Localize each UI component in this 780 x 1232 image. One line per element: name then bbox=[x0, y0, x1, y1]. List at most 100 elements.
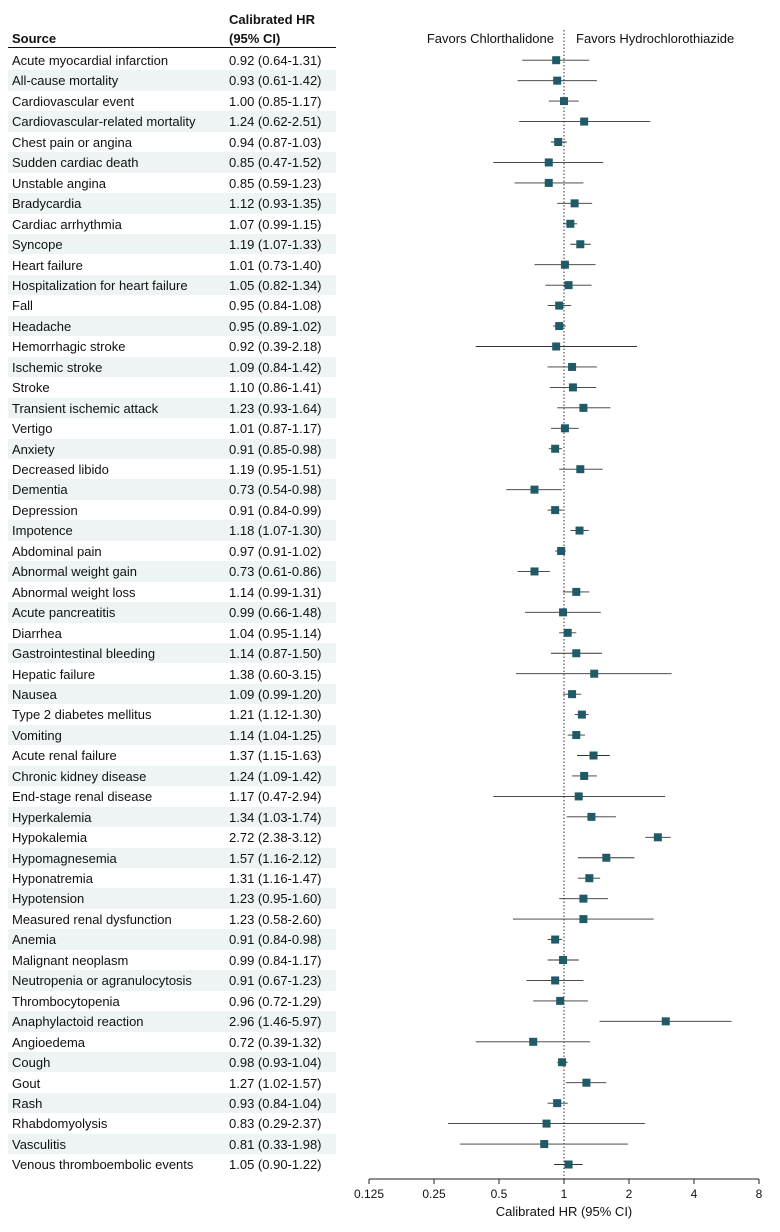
row-hr-ci: 0.81 (0.33-1.98) bbox=[229, 1136, 322, 1152]
table-row: Abdominal pain 0.97 (0.91-1.02) bbox=[8, 541, 336, 561]
hr-marker bbox=[542, 1119, 551, 1128]
row-source: Rhabdomyolysis bbox=[12, 1116, 108, 1132]
row-source: Vertigo bbox=[12, 421, 53, 437]
row-source: Hospitalization for heart failure bbox=[12, 277, 188, 293]
table-row: Hypotension 1.23 (0.95-1.60) bbox=[8, 888, 336, 909]
row-hr-ci: 1.14 (1.04-1.25) bbox=[229, 727, 322, 743]
table-row: Venous thromboembolic events 1.05 (0.90-1… bbox=[8, 1154, 336, 1174]
row-source: Unstable angina bbox=[12, 175, 106, 191]
row-source: Cardiovascular event bbox=[12, 93, 135, 109]
row-hr-ci: 1.38 (0.60-3.15) bbox=[229, 666, 322, 682]
row-hr-ci: 0.72 (0.39-1.32) bbox=[229, 1034, 322, 1050]
hr-marker bbox=[661, 1017, 670, 1026]
hr-marker bbox=[563, 628, 572, 637]
hr-marker bbox=[580, 771, 589, 780]
table-row: Abnormal weight gain 0.73 (0.61-0.86) bbox=[8, 561, 336, 582]
hr-marker bbox=[559, 956, 568, 964]
row-source: Impotence bbox=[12, 523, 73, 539]
hr-marker bbox=[564, 281, 573, 290]
row-source: Hepatic failure bbox=[12, 666, 96, 682]
table-row: Sudden cardiac death 0.85 (0.47-1.52) bbox=[8, 152, 336, 173]
row-hr-ci: 1.23 (0.95-1.60) bbox=[229, 891, 322, 907]
row-source: Hypotension bbox=[12, 891, 85, 907]
row-hr-ci: 0.95 (0.84-1.08) bbox=[229, 298, 322, 314]
table-row: Rhabdomyolysis 0.83 (0.29-2.37) bbox=[8, 1113, 336, 1133]
row-hr-ci: 0.96 (0.72-1.29) bbox=[229, 993, 322, 1009]
row-source: Transient ischemic attack bbox=[12, 400, 159, 416]
row-source: Acute renal failure bbox=[12, 748, 117, 764]
x-tick-label: 4 bbox=[691, 1187, 698, 1201]
table-row: Malignant neoplasm 0.99 (0.84-1.17) bbox=[8, 950, 336, 970]
table-row: Abnormal weight loss 1.14 (0.99-1.31) bbox=[8, 582, 336, 602]
row-source: Syncope bbox=[12, 237, 63, 253]
row-hr-ci: 1.09 (0.84-1.42) bbox=[229, 359, 322, 375]
hr-marker bbox=[529, 1037, 538, 1046]
row-source: Hypokalemia bbox=[12, 830, 88, 846]
row-source: Cardiac arrhythmia bbox=[12, 216, 122, 232]
row-source: Diarrhea bbox=[12, 625, 62, 641]
row-source: Venous thromboembolic events bbox=[12, 1157, 194, 1173]
hr-marker bbox=[585, 874, 594, 883]
table-row: Depression 0.91 (0.84-0.99) bbox=[8, 500, 336, 520]
hr-marker bbox=[580, 117, 589, 126]
row-source: Heart failure bbox=[12, 257, 83, 273]
row-source: Anemia bbox=[12, 932, 57, 948]
hr-marker bbox=[576, 465, 585, 474]
row-source: Gastrointestinal bleeding bbox=[12, 646, 156, 662]
row-source: Sudden cardiac death bbox=[12, 155, 139, 171]
table-row: Type 2 diabetes mellitus 1.21 (1.12-1.30) bbox=[8, 704, 336, 724]
row-source: All-cause mortality bbox=[12, 73, 119, 89]
table-row: Hospitalization for heart failure 1.05 (0… bbox=[8, 274, 336, 296]
hr-marker bbox=[577, 710, 586, 719]
row-hr-ci: 1.00 (0.85-1.17) bbox=[229, 93, 322, 109]
hr-marker bbox=[554, 138, 563, 146]
table-row: Hypokalemia 2.72 (2.38-3.12) bbox=[8, 827, 336, 847]
table-row: Chronic kidney disease 1.24 (1.09-1.42) bbox=[8, 765, 336, 787]
row-hr-ci: 0.94 (0.87-1.03) bbox=[229, 134, 322, 150]
row-source: Hyperkalemia bbox=[12, 809, 92, 825]
hr-marker bbox=[558, 1058, 567, 1067]
x-tick-label: 0.125 bbox=[354, 1187, 384, 1201]
table-row: Impotence 1.18 (1.07-1.30) bbox=[8, 520, 336, 541]
row-source: Gout bbox=[12, 1075, 41, 1091]
favors-hydrochlorothiazide-label: Favors Hydrochlorothiazide bbox=[576, 31, 735, 46]
hr-marker bbox=[564, 1160, 573, 1169]
row-source: Angioedema bbox=[12, 1034, 85, 1050]
row-hr-ci: 1.01 (0.73-1.40) bbox=[229, 257, 322, 273]
row-hr-ci: 0.92 (0.39-2.18) bbox=[229, 339, 322, 355]
row-hr-ci: 0.92 (0.64-1.31) bbox=[229, 53, 322, 68]
hr-marker bbox=[559, 608, 568, 617]
table-row: Gout 1.27 (1.02-1.57) bbox=[8, 1073, 336, 1093]
table-row: Ischemic stroke 1.09 (0.84-1.42) bbox=[8, 356, 336, 378]
hr-marker bbox=[568, 362, 577, 371]
table-row: Decreased libido 1.19 (0.95-1.51) bbox=[8, 459, 336, 479]
row-hr-ci: 1.31 (1.16-1.47) bbox=[229, 871, 322, 886]
table-row: Fall 0.95 (0.84-1.08) bbox=[8, 295, 336, 315]
row-source: Neutropenia or agranulocytosis bbox=[12, 973, 192, 989]
row-hr-ci: 1.34 (1.03-1.74) bbox=[229, 809, 322, 825]
row-source: Vomiting bbox=[12, 727, 62, 743]
row-hr-ci: 0.73 (0.54-0.98) bbox=[229, 482, 322, 498]
row-source: Abdominal pain bbox=[12, 543, 102, 559]
row-source: Abnormal weight loss bbox=[12, 584, 136, 600]
hr-marker bbox=[576, 240, 585, 249]
table-row: Cardiovascular event 1.00 (0.85-1.17) bbox=[8, 91, 336, 111]
row-source: Cough bbox=[12, 1055, 51, 1071]
hr-marker bbox=[574, 792, 583, 801]
hr-marker bbox=[602, 853, 611, 862]
hr-marker bbox=[572, 731, 581, 740]
hr-marker bbox=[572, 649, 581, 658]
row-hr-ci: 0.83 (0.29-2.37) bbox=[229, 1116, 322, 1132]
hr-column-header-line1: Calibrated HR bbox=[229, 12, 315, 27]
row-source: Chest pain or angina bbox=[12, 134, 132, 150]
table-row: Hyponatremia 1.31 (1.16-1.47) bbox=[8, 868, 336, 888]
row-source: Dementia bbox=[12, 482, 68, 498]
table-row: Anemia 0.91 (0.84-0.98) bbox=[8, 929, 336, 950]
table-row: Acute renal failure 1.37 (1.15-1.63) bbox=[8, 745, 336, 765]
row-hr-ci: 1.23 (0.93-1.64) bbox=[229, 400, 322, 416]
hr-marker bbox=[653, 833, 662, 842]
table-row: Heart failure 1.01 (0.73-1.40) bbox=[8, 255, 336, 275]
hr-marker bbox=[568, 690, 577, 699]
hr-marker bbox=[552, 56, 561, 65]
row-source: Acute pancreatitis bbox=[12, 605, 116, 621]
